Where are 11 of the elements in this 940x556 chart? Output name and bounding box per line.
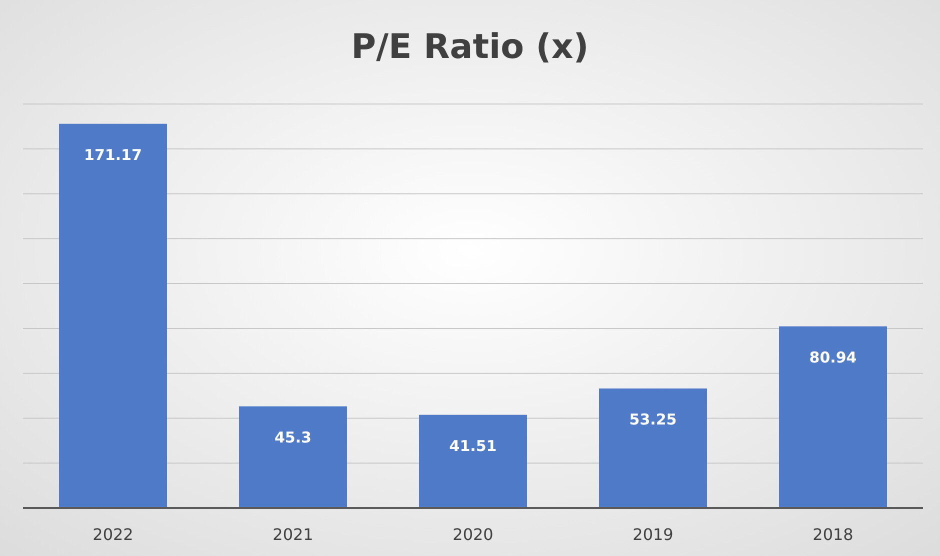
chart-title: P/E Ratio (x) [351,27,589,67]
x-tick-label: 2018 [812,525,854,544]
x-tick-label: 2022 [92,525,134,544]
data-label: 53.25 [629,410,677,428]
x-tick-label: 2020 [452,525,494,544]
data-label: 80.94 [809,348,857,366]
data-label: 45.3 [274,428,312,446]
data-label: 171.17 [84,146,142,164]
x-tick-label: 2019 [632,525,674,544]
data-label: 41.51 [449,436,497,455]
x-tick-label: 2021 [272,525,314,544]
